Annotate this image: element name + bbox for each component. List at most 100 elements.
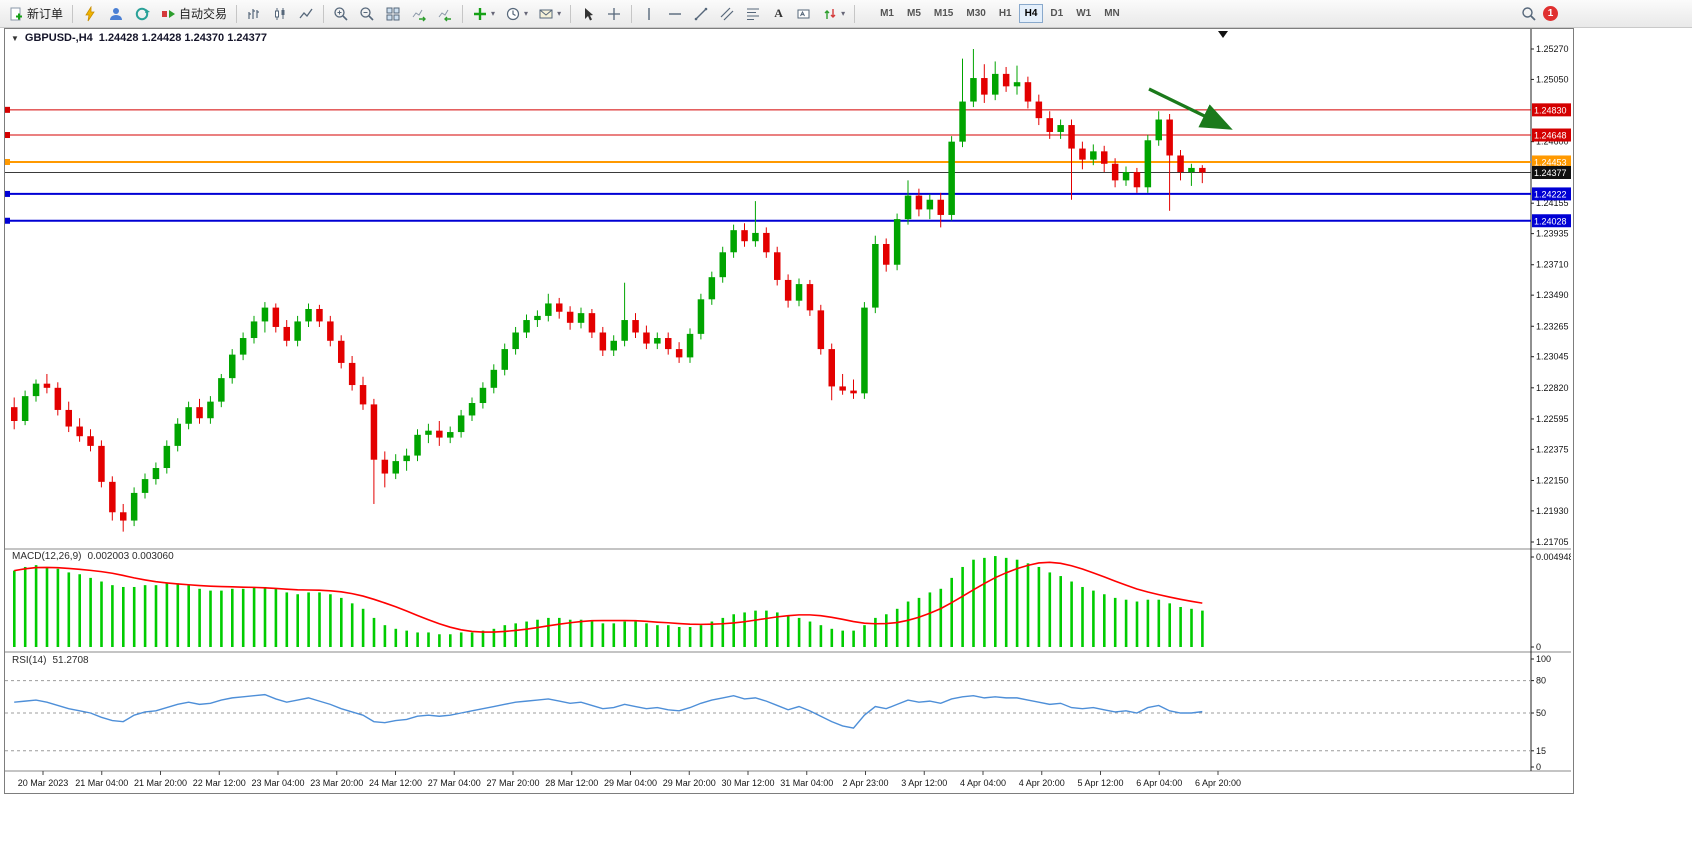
toolbar-separator [570,4,572,23]
label-tool-button[interactable] [792,3,816,25]
indicators-button[interactable]: ▾ [468,3,499,25]
hline-price-badge [1532,128,1571,142]
rsi-indicator-name: RSI(14) [12,655,47,666]
text-tool-icon: A [774,6,783,20]
fibonacci-button[interactable] [741,3,765,25]
annotations-layer[interactable] [1148,31,1233,130]
svg-text:21 Mar 04:00: 21 Mar 04:00 [75,778,128,788]
zoom-in-button[interactable] [329,3,353,25]
user-icon [110,7,123,20]
timeframe-group: M1 M5 M15 M30 H1 H4 D1 W1 MN [874,4,1126,23]
svg-text:29 Mar 20:00: 29 Mar 20:00 [663,778,716,788]
svg-text:23 Mar 20:00: 23 Mar 20:00 [310,778,363,788]
profile-button[interactable] [104,3,128,25]
svg-text:50: 50 [1536,708,1546,718]
new-order-icon [10,7,22,20]
bar-chart-button[interactable] [242,3,266,25]
auto-scroll-icon [412,9,427,21]
hlines-layer[interactable] [5,106,1531,224]
timeframe-m30-button[interactable]: M30 [960,4,991,23]
community-button[interactable] [130,3,154,25]
svg-text:1.21705: 1.21705 [1536,537,1569,547]
timeframe-m1-button[interactable]: M1 [874,4,900,23]
svg-text:1.23045: 1.23045 [1536,352,1569,362]
svg-text:0: 0 [1536,642,1541,652]
arrows-icon [824,8,836,19]
channel-button[interactable] [715,3,739,25]
hline-left-handle [5,217,10,224]
candles-layer [11,49,1206,532]
text-tool-button[interactable]: A [767,3,790,25]
timeframe-w1-button[interactable]: W1 [1070,4,1097,23]
timeframe-m5-button[interactable]: M5 [901,4,927,23]
new-order-button[interactable]: 新订单 [4,3,67,25]
search-button[interactable] [1517,3,1541,25]
hline-left-handle [5,132,10,139]
chevron-down-icon: ▾ [524,8,529,18]
svg-text:28 Mar 12:00: 28 Mar 12:00 [545,778,598,788]
hline-price-badge [1532,103,1571,117]
zoom-out-button[interactable] [355,3,379,25]
chart-shift-button[interactable] [433,3,457,25]
price-chart[interactable]: 0.004948 0 100 80 50 15 0 1.25270 1.25050 1.24600… [5,29,1571,791]
templates-button[interactable]: ▾ [534,3,565,25]
toolbar-separator [236,4,238,23]
hline-price-badge [1532,155,1571,169]
new-order-label: 新订单 [27,7,64,21]
chart-ohlc-quotes: 1.24428 1.24428 1.24370 1.24377 [98,32,267,44]
svg-text:1.21930: 1.21930 [1536,506,1569,516]
svg-text:4 Apr 20:00: 4 Apr 20:00 [1019,778,1065,788]
svg-text:22 Mar 12:00: 22 Mar 12:00 [193,778,246,788]
chevron-down-icon: ▾ [557,8,562,18]
auto-trading-icon [162,9,176,18]
zoom-in-icon [334,6,348,21]
svg-text:1.23265: 1.23265 [1536,321,1569,331]
timeframe-mn-button[interactable]: MN [1098,4,1126,23]
line-chart-button[interactable] [294,3,318,25]
chart-shift-icon [438,9,452,21]
cursor-icon [585,7,594,20]
hline-left-handle [5,106,10,113]
clock-icon [506,7,520,20]
metaeditor-button[interactable] [78,3,102,25]
candlestick-icon [275,7,285,20]
rsi-indicator-value: 51.2708 [52,655,89,666]
notification-badge[interactable]: 1 [1543,6,1558,21]
zoom-out-icon [360,6,374,21]
svg-text:5 Apr 12:00: 5 Apr 12:00 [1077,778,1123,788]
horizontal-line-button[interactable] [663,3,687,25]
svg-text:80: 80 [1536,676,1546,686]
macd-signal-line [14,561,1203,633]
toolbar-separator [854,4,856,23]
auto-scroll-button[interactable] [407,3,431,25]
timeframe-d1-button[interactable]: D1 [1044,4,1069,23]
vertical-line-icon [648,7,650,20]
svg-text:1.23935: 1.23935 [1536,229,1569,239]
cursor-button[interactable] [576,3,600,25]
trendline-button[interactable] [689,3,713,25]
chart-window-gbpusd: 0.004948 0 100 80 50 15 0 1.25270 1.25050 1.24600… [4,28,1574,794]
hline-left-handle [5,158,10,165]
vertical-line-button[interactable] [637,3,661,25]
timeframe-h4-button[interactable]: H4 [1018,4,1044,23]
svg-text:100: 100 [1536,654,1551,664]
lightning-icon [85,5,95,21]
candlestick-chart-button[interactable] [268,3,292,25]
periods-button[interactable]: ▾ [501,3,532,25]
svg-text:1.25050: 1.25050 [1536,74,1569,84]
tile-windows-button[interactable] [381,3,405,25]
svg-text:1.24377: 1.24377 [1534,168,1567,178]
auto-trading-button[interactable]: 自动交易 [156,3,231,25]
arrows-tool-button[interactable]: ▾ [818,3,849,25]
timeframe-m15-button[interactable]: M15 [928,4,959,23]
crosshair-button[interactable] [602,3,626,25]
svg-text:1.24453: 1.24453 [1534,157,1567,167]
macd-layer: 0.004948 0 [13,552,1571,652]
timeframe-h1-button[interactable]: H1 [993,4,1018,23]
svg-text:1.22150: 1.22150 [1536,475,1569,485]
rsi-label: RSI(14) 51.2708 [12,655,89,666]
rsi-line [14,693,1203,729]
hline-left-handle [5,190,10,197]
trend-arrow-annotation [1148,87,1233,130]
